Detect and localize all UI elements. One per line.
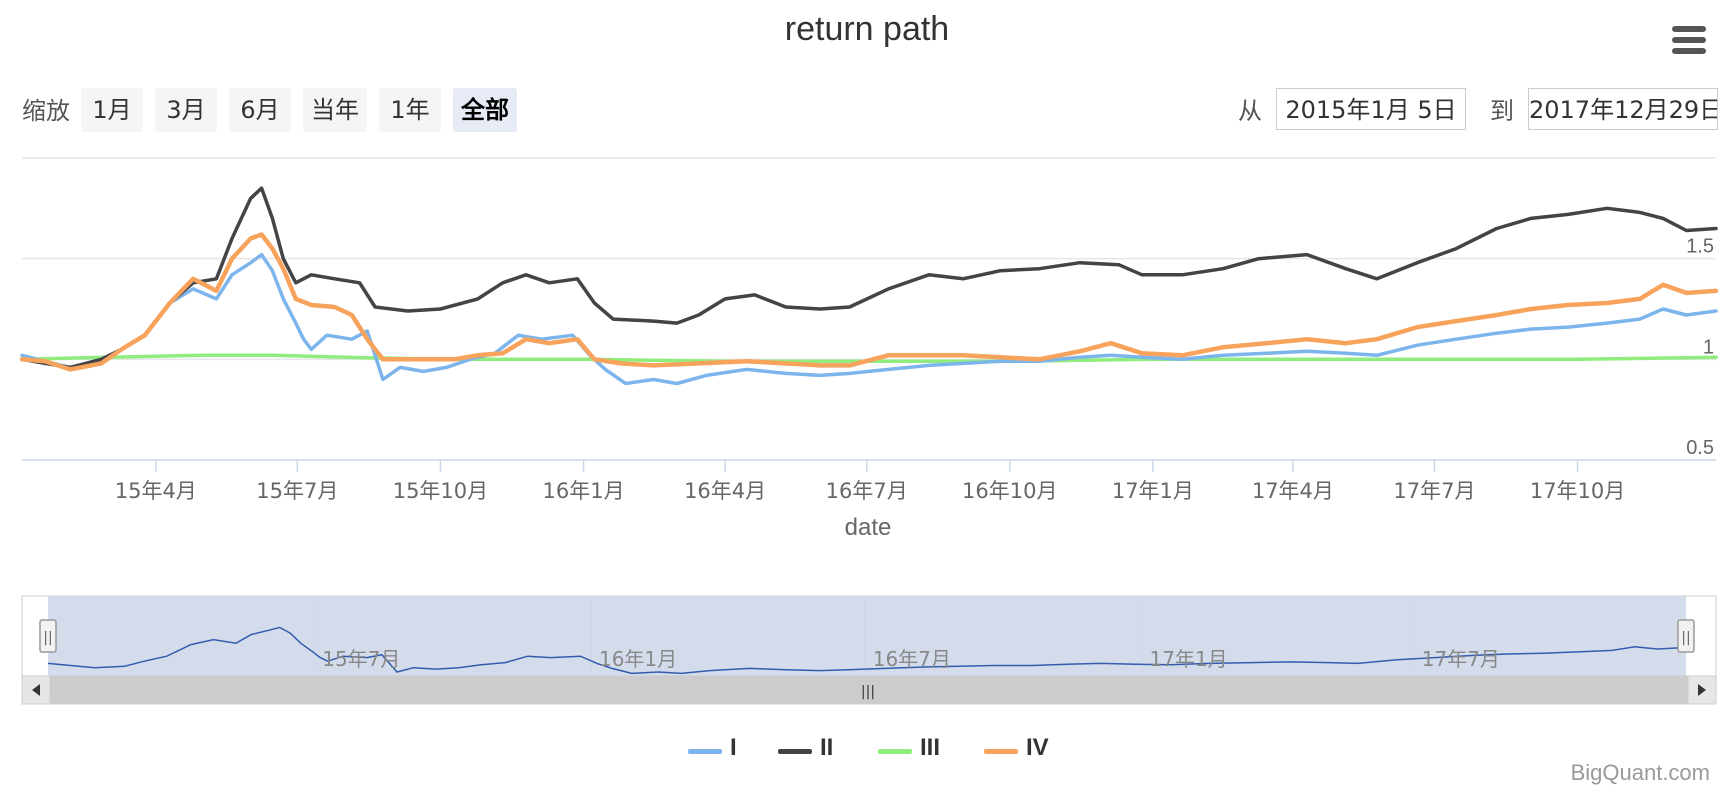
x-tick-label: 15年10月 [393, 479, 488, 503]
x-tick-label: 17年1月 [1112, 479, 1194, 503]
grid-lines [22, 157, 1716, 461]
zoom-button-1m[interactable]: 1月 [81, 88, 143, 132]
to-date-input[interactable]: 2017年12月29日 [1528, 88, 1718, 130]
x-tick-label: 16年7月 [826, 479, 908, 503]
x-tick-label: 17年7月 [1393, 479, 1475, 503]
scrollbar-grip-icon: ||| [861, 684, 875, 700]
x-tick-label: 16年10月 [962, 479, 1057, 503]
scrollbar-thumb[interactable] [50, 676, 1688, 704]
navigator-selected-range[interactable] [48, 596, 1686, 676]
hamburger-menu-icon[interactable] [1672, 26, 1706, 60]
series-line-ii[interactable] [20, 186, 1718, 370]
navigator-tick-label: 17年7月 [1422, 647, 1500, 671]
navigator-series [47, 626, 1687, 675]
series-line-iv[interactable] [19, 232, 1719, 372]
zoom-button-ytd[interactable]: 当年 [303, 88, 367, 132]
zoom-button-3m[interactable]: 3月 [155, 88, 217, 132]
x-tick-label: 15年4月 [115, 479, 197, 503]
x-tick-label: 17年4月 [1252, 479, 1334, 503]
zoom-button-all[interactable]: 全部 [453, 88, 517, 132]
x-tick-label: 16年1月 [543, 479, 625, 503]
menu-bar [1672, 48, 1706, 54]
zoom-button-1y[interactable]: 1年 [379, 88, 441, 132]
x-axis-title: date [845, 514, 892, 541]
credits-link[interactable]: BigQuant.com [1570, 760, 1710, 785]
zoom-label: 缩放 [22, 97, 70, 125]
legend-label: I [730, 734, 737, 761]
svg-text:||: || [1681, 630, 1690, 646]
from-date-input[interactable]: 2015年1月 5日 [1276, 88, 1466, 130]
x-tick-label: 16年4月 [684, 479, 766, 503]
navigator[interactable]: 15年7月 16年1月 16年7月 17年1月 17年7月 || || [21, 595, 1717, 677]
to-label: 到 [1490, 97, 1514, 125]
menu-bar [1672, 26, 1706, 32]
navigator-left-handle[interactable]: || [39, 619, 57, 653]
x-tick-label: 17年10月 [1530, 479, 1625, 503]
legend-label: IV [1026, 734, 1049, 761]
legend-swatch [878, 749, 912, 754]
navigator-right-handle[interactable]: || [1677, 619, 1695, 653]
x-tick-label: 15年7月 [256, 479, 338, 503]
scroll-right-arrow-icon [1698, 684, 1706, 696]
navigator-tick-label: 15年7月 [322, 647, 400, 671]
scroll-left-arrow-icon [32, 684, 40, 696]
svg-text:||: || [43, 630, 52, 646]
y-tick-label: 1.5 [1686, 236, 1714, 258]
from-label: 从 [1238, 97, 1262, 125]
menu-bar [1672, 37, 1706, 43]
legend-swatch [778, 749, 812, 754]
navigator-tick-label: 16年1月 [599, 647, 677, 671]
navigator-tick-labels: 15年7月 16年1月 16年7月 17年1月 17年7月 [322, 647, 1500, 671]
navigator-tick-label: 16年7月 [873, 647, 951, 671]
series-line-i[interactable] [20, 252, 1718, 386]
y-tick-label: 0.5 [1686, 437, 1714, 459]
navigator-series-line [47, 626, 1687, 675]
axes: 0.5 1 1.5 15年4月 15年7月 15年10月 16年1月 16年4月 16年7月 16… [115, 236, 1714, 503]
legend-swatch [984, 749, 1018, 754]
chart-title: return path [784, 10, 950, 48]
legend-label: III [920, 734, 941, 761]
series-lines [19, 186, 1719, 386]
scrollbar[interactable]: ||| [21, 675, 1717, 705]
y-tick-label: 1 [1703, 336, 1714, 358]
legend-label: II [820, 734, 834, 761]
zoom-button-6m[interactable]: 6月 [229, 88, 291, 132]
legend-swatch [688, 749, 722, 754]
navigator-tick-label: 17年1月 [1150, 647, 1228, 671]
